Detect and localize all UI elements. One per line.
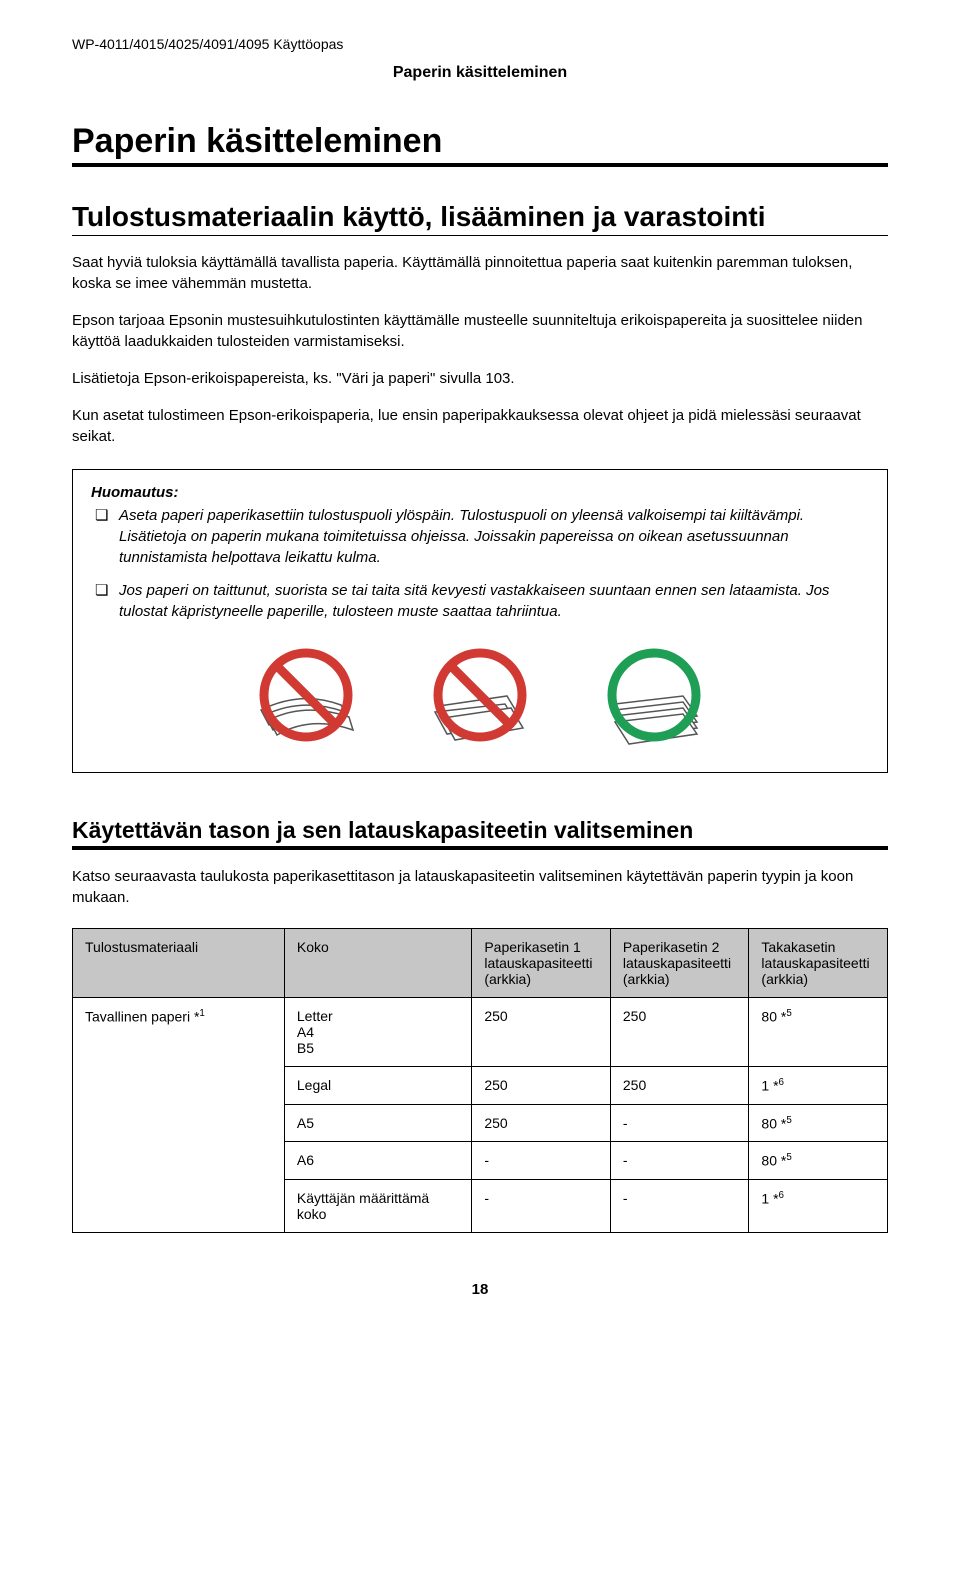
page-title: Paperin käsitteleminen (72, 122, 888, 161)
table-header: Paperikasetin 2 latauskapasiteetti (arkk… (610, 929, 749, 998)
capacity-cell: 80 *5 (749, 1104, 888, 1142)
capacity-cell: 250 (472, 1067, 611, 1105)
capacity-cell: 250 (610, 998, 749, 1067)
size-cell: LetterA4B5 (284, 998, 471, 1067)
prohibit-curled-icon (241, 640, 371, 750)
paragraph: Saat hyviä tuloksia käyttämällä tavallis… (72, 252, 888, 294)
capacity-cell: 250 (472, 998, 611, 1067)
capacity-cell: - (610, 1104, 749, 1142)
prohibit-messy-icon (415, 640, 545, 750)
icons-row (91, 640, 869, 750)
notice-item: Aseta paperi paperikasettiin tulostuspuo… (91, 505, 869, 568)
paragraph: Epson tarjoaa Epsonin mustesuihkutulosti… (72, 310, 888, 352)
table-header: Paperikasetin 1 latauskapasiteetti (arkk… (472, 929, 611, 998)
size-cell: Käyttäjän määrittämä koko (284, 1179, 471, 1232)
capacity-cell: 1 *6 (749, 1179, 888, 1232)
paragraph: Kun asetat tulostimeen Epson-erikoispape… (72, 405, 888, 447)
material-cell: Tavallinen paperi *1 (73, 998, 285, 1233)
table-row: Tavallinen paperi *1LetterA4B525025080 *… (73, 998, 888, 1067)
capacity-table: Tulostusmateriaali Koko Paperikasetin 1 … (72, 928, 888, 1233)
capacity-cell: - (472, 1179, 611, 1232)
size-cell: Legal (284, 1067, 471, 1105)
rule-thin-1 (72, 235, 888, 236)
rule-thick (72, 163, 888, 167)
notice-item: Jos paperi on taittunut, suorista se tai… (91, 580, 869, 622)
page-number: 18 (72, 1281, 888, 1298)
capacity-cell: - (472, 1142, 611, 1180)
capacity-cell: 80 *5 (749, 998, 888, 1067)
paragraph: Katso seuraavasta taulukosta paperikaset… (72, 866, 888, 908)
notice-box: Huomautus: Aseta paperi paperikasettiin … (72, 469, 888, 773)
ok-stack-icon (589, 640, 719, 750)
section-title: Käytettävän tason ja sen latauskapasitee… (72, 817, 888, 844)
subtitle: Tulostusmateriaalin käyttö, lisääminen j… (72, 201, 888, 233)
model-header: WP-4011/4015/4025/4091/4095 Käyttöopas (72, 36, 888, 52)
table-header: Koko (284, 929, 471, 998)
paragraph: Lisätietoja Epson-erikoispapereista, ks.… (72, 368, 888, 389)
capacity-cell: 1 *6 (749, 1067, 888, 1105)
section-header: Paperin käsitteleminen (72, 64, 888, 82)
capacity-cell: 250 (472, 1104, 611, 1142)
capacity-cell: - (610, 1179, 749, 1232)
capacity-cell: - (610, 1142, 749, 1180)
rule-thick-2 (72, 846, 888, 850)
table-header: Tulostusmateriaali (73, 929, 285, 998)
size-cell: A6 (284, 1142, 471, 1180)
capacity-cell: 250 (610, 1067, 749, 1105)
size-cell: A5 (284, 1104, 471, 1142)
notice-title: Huomautus: (91, 484, 869, 501)
table-header: Takakasetin latauskapasiteetti (arkkia) (749, 929, 888, 998)
capacity-cell: 80 *5 (749, 1142, 888, 1180)
